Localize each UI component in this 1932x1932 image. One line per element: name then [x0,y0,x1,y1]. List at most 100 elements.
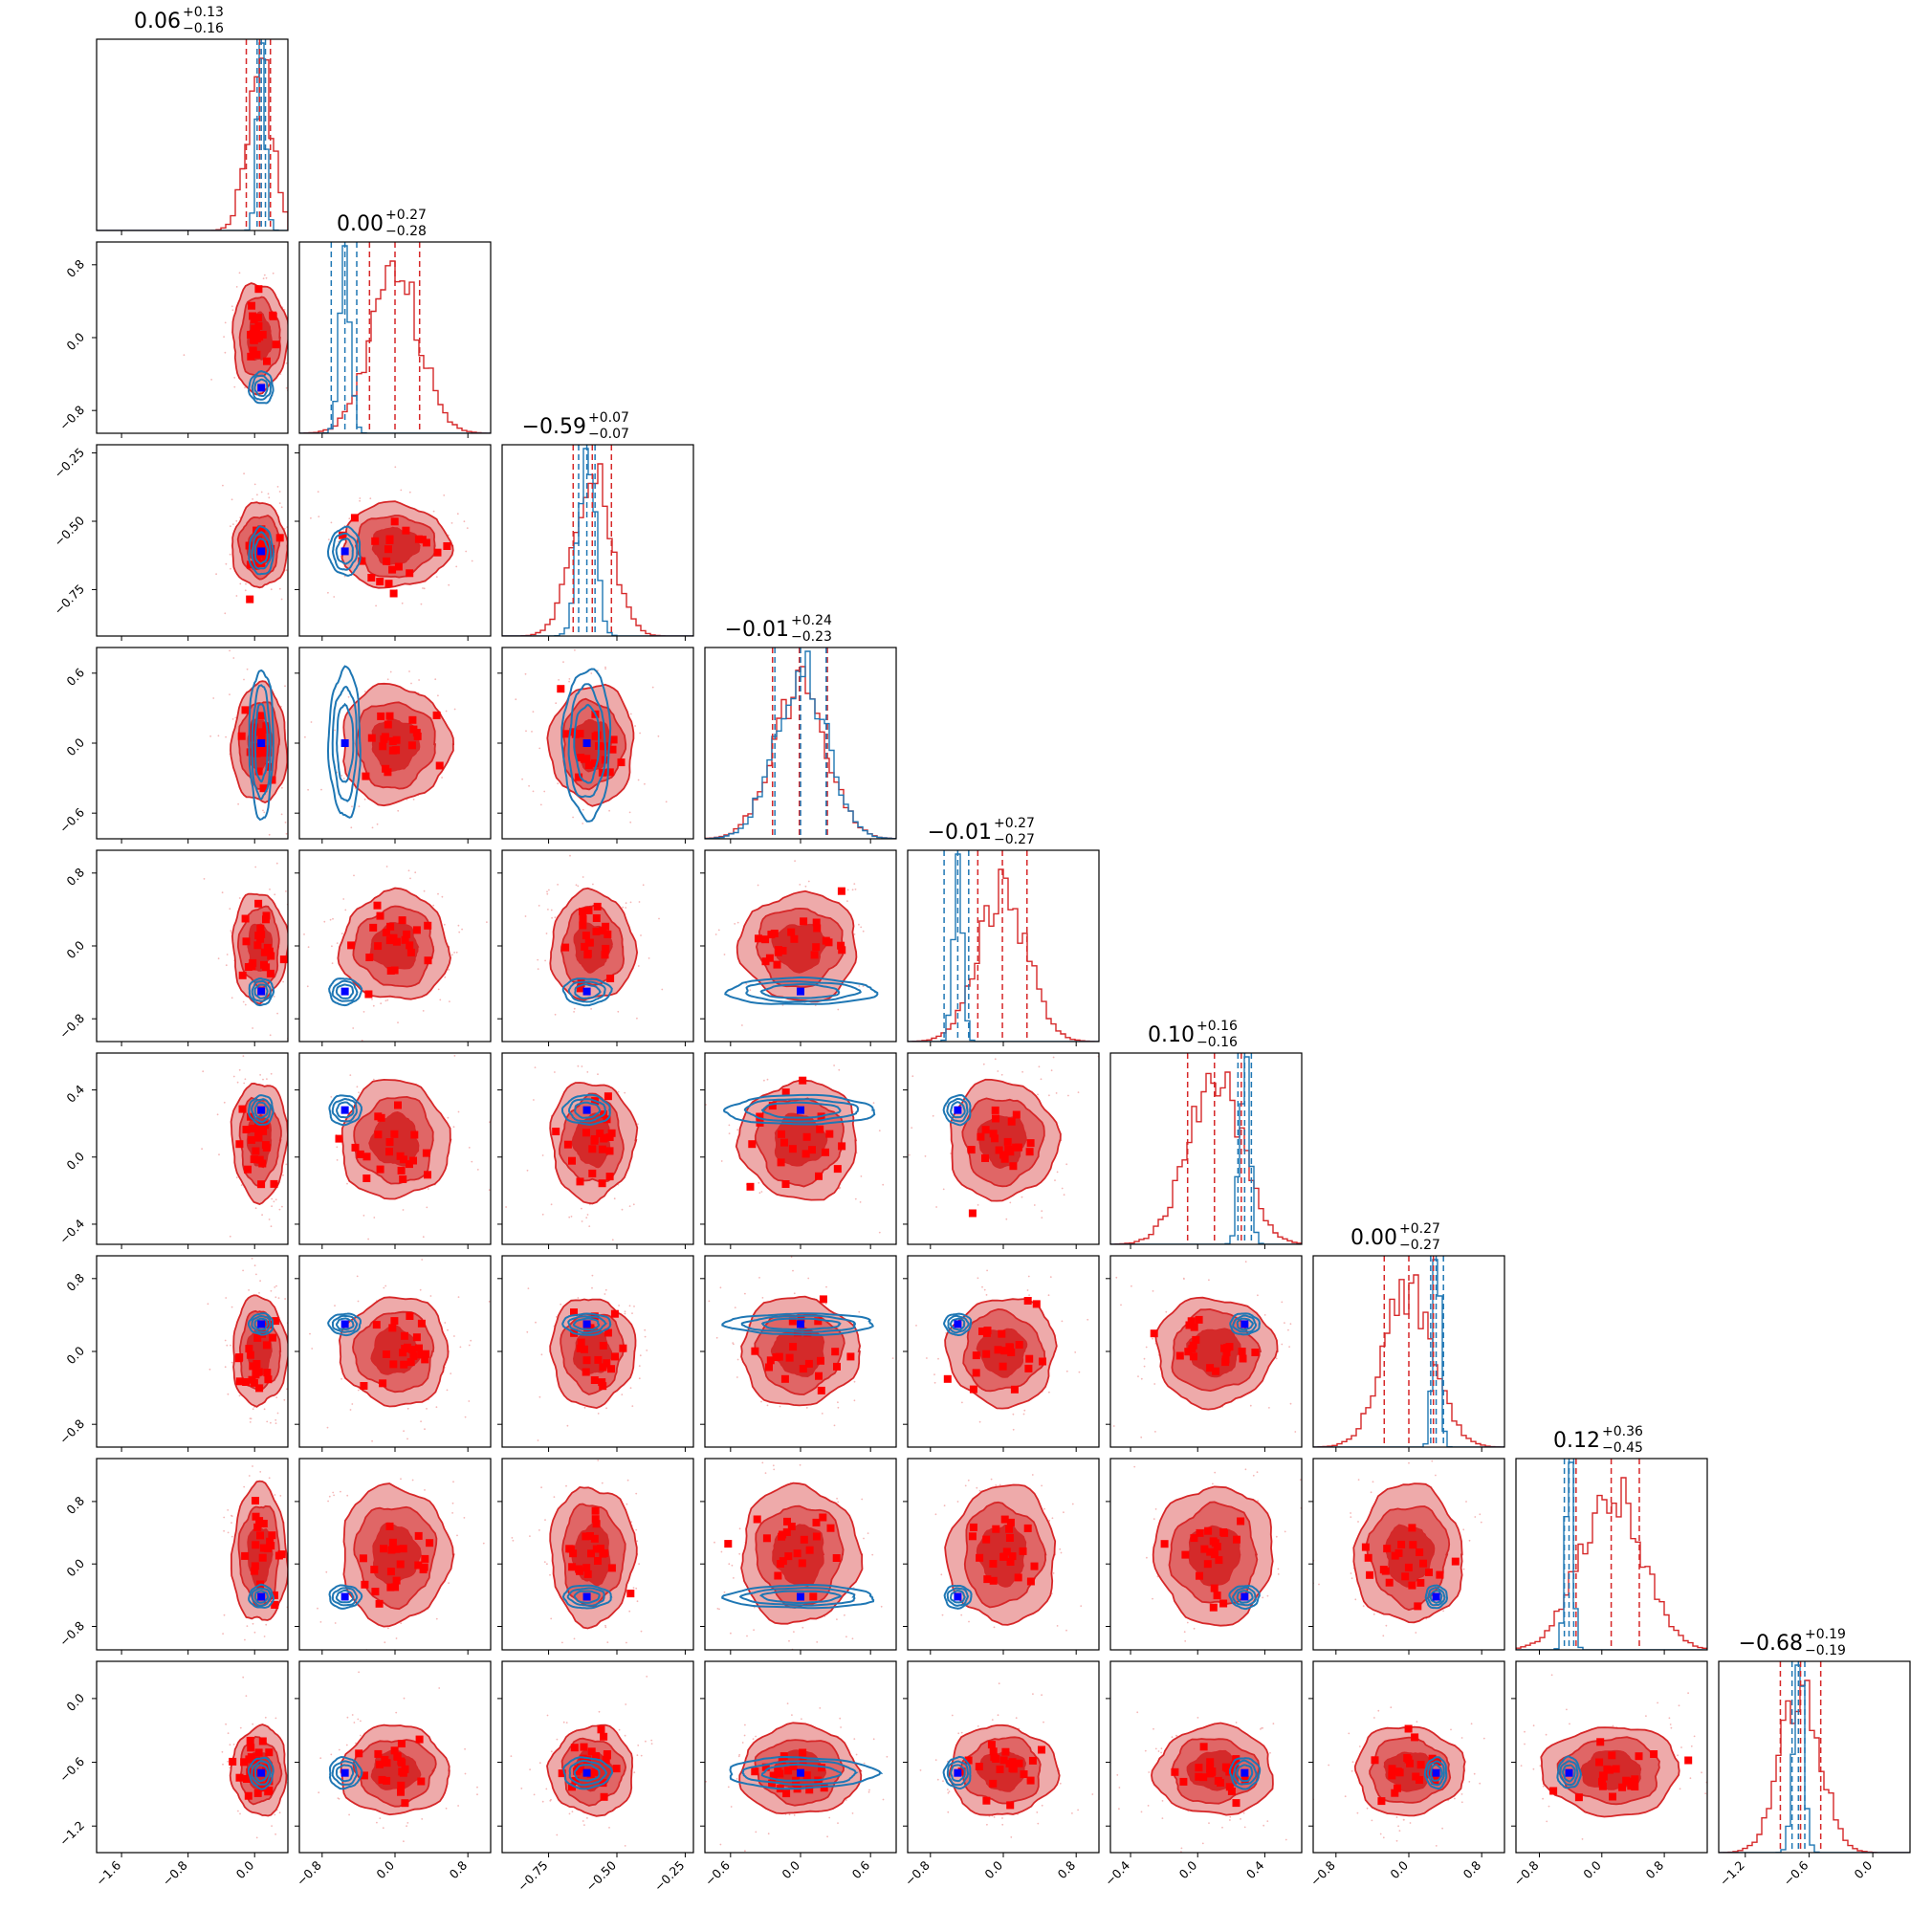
red-sample-point [1408,1461,1410,1464]
red-square-marker [588,1169,597,1177]
red-square-marker [1015,1341,1023,1349]
red-sample-point [819,1707,822,1709]
red-sample-point [242,1269,245,1272]
red-sample-point [254,866,257,868]
red-sample-point [426,1206,428,1209]
red-sample-point [289,523,291,525]
red-sample-point [355,1742,357,1745]
red-sample-point [224,1339,227,1342]
red-square-marker [606,975,615,982]
blue-contour [335,1589,355,1604]
red-sample-point [728,1132,731,1134]
red-sample-point [437,694,439,697]
red-square-marker [604,1328,612,1337]
panel-title-plus: +0.36 [1602,1424,1643,1439]
red-sample-point [301,1154,303,1156]
red-sample-point [1037,1093,1039,1096]
panel-title-plus: +0.27 [385,208,427,223]
red-sample-point [270,588,273,591]
panel-4-4: −0.01 +0.27−0.27 [907,816,1100,1046]
blue-contour [561,1584,613,1610]
red-square-marker [577,1338,585,1347]
red-sample-point [1465,1501,1467,1503]
red-square-marker [268,776,276,784]
blue-contour [248,1094,274,1126]
red-sample-point [267,493,270,495]
blue-contour [946,1587,970,1607]
red-sample-point [637,779,640,781]
red-sample-point [453,952,455,954]
red-sample-point [546,1563,548,1566]
red-sample-point [231,1306,233,1308]
red-sample-point [274,1813,276,1816]
red-square-marker [254,899,263,908]
red-sample-point [288,698,290,700]
red-square-marker [568,1156,576,1165]
red-sample-point [520,1788,523,1789]
red-sample-point [353,874,355,877]
red-square-marker [235,1140,244,1149]
red-sample-point [586,1071,589,1073]
red-sample-point [639,1001,641,1003]
red-sample-point [766,1404,769,1407]
red-square-marker [571,1777,580,1785]
red-sample-point [550,909,553,911]
red-sample-point [993,1626,996,1629]
red-sample-point [1294,1431,1297,1433]
red-sample-point [638,1563,640,1565]
red-sample-point [1293,1440,1295,1442]
red-sample-point [494,1597,495,1599]
panel-frame [501,1458,694,1651]
red-sample-point [244,1078,247,1081]
red-sample-point [708,1300,711,1303]
x-tick-label: 0.0 [233,1857,257,1881]
panel-5-4 [903,1052,1100,1249]
red-sample-point [450,954,453,956]
red-sample-point [296,1716,298,1718]
red-square-marker [384,545,392,554]
red-sample-point [1152,1337,1153,1340]
red-sample-point [230,930,232,933]
red-sample-point [338,1748,340,1751]
red-sample-point [537,1439,539,1441]
red-sample-point [658,917,660,920]
blue-contour [331,1314,359,1333]
blue-contour [950,1101,966,1119]
red-sample-point [292,1515,294,1517]
red-square-marker [762,1534,771,1543]
red-sample-point [935,1206,937,1208]
red-sample-point [999,1451,1001,1453]
red-sample-point [597,1073,599,1076]
red-sample-point [727,1786,730,1789]
red-sample-point [1061,1320,1064,1323]
red-square-marker [257,712,266,720]
red-square-marker [241,914,250,923]
red-sample-point [456,513,459,516]
red-sample-point [271,1197,274,1200]
blue-contour [251,1098,272,1124]
red-sample-point [259,1074,261,1076]
red-sample-point [900,1535,902,1537]
red-sample-point [358,1671,360,1674]
panel-plot-area [900,1451,1083,1632]
red-sample-point [317,1607,318,1610]
red-sample-point [978,1420,981,1423]
red-sample-point [763,1079,765,1082]
red-sample-point [1063,1511,1065,1514]
red-square-marker [424,921,432,930]
red-square-marker [259,1520,268,1527]
red-sample-point [435,1617,438,1620]
red-sample-point [543,790,546,793]
red-square-marker [607,1365,615,1373]
panel-plot-area [705,1702,889,1853]
panel-plot-area [705,648,896,839]
red-sample-point [851,1812,854,1814]
red-sample-point [503,1372,505,1373]
red-sample-point [640,934,642,936]
red-sample-point [839,1717,842,1720]
red-square-marker [383,1776,391,1785]
red-sample-point [362,1011,365,1013]
red-sample-point [291,1309,293,1311]
red-square-marker [998,1329,1006,1338]
red-sample-point [515,698,517,701]
